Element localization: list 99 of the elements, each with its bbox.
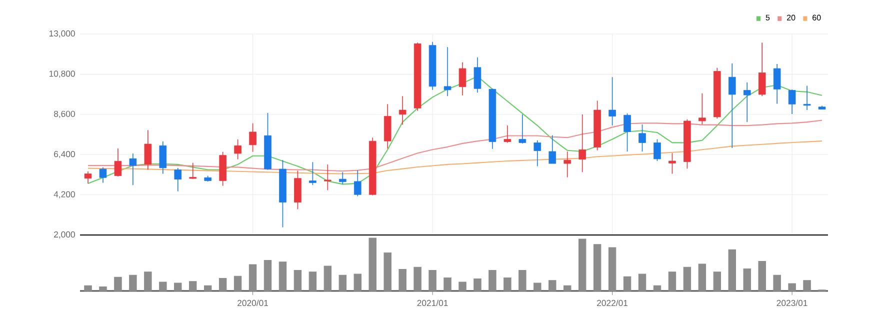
bar bbox=[608, 247, 616, 292]
candlestick bbox=[668, 152, 676, 174]
candlestick bbox=[174, 168, 182, 192]
bar bbox=[563, 285, 572, 292]
legend-label: 20 bbox=[787, 14, 796, 20]
candlestick bbox=[458, 62, 466, 96]
y-tick-label: 2,000 bbox=[54, 231, 75, 239]
candlestick bbox=[294, 170, 302, 210]
bar bbox=[788, 283, 796, 292]
bar bbox=[623, 276, 632, 292]
bar bbox=[174, 282, 182, 292]
candlestick bbox=[608, 76, 616, 126]
bar bbox=[653, 285, 662, 292]
bar bbox=[548, 280, 556, 292]
y-tick-label: 13,000 bbox=[49, 30, 75, 38]
bar bbox=[414, 266, 422, 292]
bar bbox=[159, 282, 167, 292]
bar bbox=[668, 272, 676, 292]
candlestick bbox=[114, 148, 122, 177]
candlestick bbox=[564, 151, 571, 178]
bar bbox=[773, 274, 781, 292]
bar bbox=[234, 276, 242, 292]
bar bbox=[428, 270, 436, 292]
bar bbox=[638, 274, 646, 292]
bar bbox=[803, 280, 811, 292]
candlestick bbox=[758, 42, 766, 97]
bar bbox=[189, 281, 197, 292]
bar bbox=[488, 270, 496, 292]
bar bbox=[218, 278, 227, 292]
bar bbox=[504, 277, 512, 292]
x-tick-label: 2023/01 bbox=[776, 300, 808, 306]
candlestick bbox=[444, 46, 452, 97]
candlestick bbox=[638, 124, 646, 152]
bar bbox=[593, 244, 602, 292]
bar bbox=[204, 285, 212, 292]
x-tick-label: 2020/01 bbox=[238, 300, 268, 306]
candlestick bbox=[624, 113, 631, 152]
candlestick bbox=[803, 85, 811, 110]
candlestick bbox=[354, 170, 362, 197]
y-tick-label: 8,600 bbox=[54, 110, 75, 118]
bar bbox=[354, 274, 362, 292]
bar bbox=[294, 270, 302, 292]
bar bbox=[474, 278, 482, 292]
bar bbox=[578, 238, 586, 292]
bar bbox=[728, 249, 736, 292]
legend-label: 60 bbox=[812, 14, 821, 20]
bar bbox=[758, 261, 766, 292]
candlestick bbox=[698, 92, 706, 125]
bar bbox=[444, 277, 452, 292]
candlestick bbox=[309, 162, 316, 186]
bar bbox=[99, 286, 107, 292]
candlestick bbox=[159, 141, 167, 174]
candlestick bbox=[339, 172, 346, 185]
candlestick bbox=[504, 125, 512, 144]
bar bbox=[84, 285, 92, 292]
candlestick bbox=[788, 89, 796, 114]
bar bbox=[458, 282, 466, 292]
candlestick bbox=[654, 138, 661, 162]
candlestick bbox=[474, 56, 482, 94]
candlestick bbox=[234, 139, 242, 160]
candlestick bbox=[144, 130, 152, 170]
candlestick bbox=[728, 63, 736, 148]
bar bbox=[114, 276, 122, 292]
bar bbox=[713, 272, 722, 292]
bar bbox=[683, 266, 692, 292]
bar bbox=[338, 274, 347, 292]
bar bbox=[278, 262, 287, 292]
y-tick-label: 10,800 bbox=[49, 70, 75, 78]
bar bbox=[518, 270, 526, 292]
bar bbox=[248, 264, 257, 292]
bar bbox=[398, 268, 406, 292]
bar bbox=[264, 260, 272, 292]
y-tick-label: 6,400 bbox=[54, 151, 75, 158]
bar bbox=[698, 264, 706, 292]
x-tick-label: 2021/01 bbox=[417, 300, 448, 306]
bar bbox=[384, 252, 392, 292]
bar bbox=[144, 272, 152, 292]
candlestick bbox=[249, 122, 256, 152]
bar bbox=[129, 274, 137, 292]
candlestick bbox=[773, 64, 781, 104]
bar bbox=[368, 238, 376, 292]
y-tick-label: 4,200 bbox=[54, 191, 75, 198]
candlestick bbox=[189, 162, 197, 180]
bar bbox=[534, 282, 542, 292]
candlestick bbox=[548, 134, 556, 164]
bar bbox=[324, 266, 332, 292]
candlestick bbox=[398, 96, 406, 126]
candlestick bbox=[99, 166, 107, 184]
candlestick bbox=[324, 164, 332, 191]
bar bbox=[743, 268, 751, 292]
legend-label: 5 bbox=[766, 14, 770, 20]
candlestick bbox=[743, 82, 751, 122]
candlestick bbox=[84, 170, 92, 184]
x-tick-label: 2022/01 bbox=[597, 300, 628, 306]
candlestick bbox=[129, 153, 137, 186]
candlestick bbox=[534, 140, 542, 167]
candlestick bbox=[518, 114, 526, 144]
candlestick bbox=[578, 114, 586, 173]
bar bbox=[308, 272, 317, 292]
